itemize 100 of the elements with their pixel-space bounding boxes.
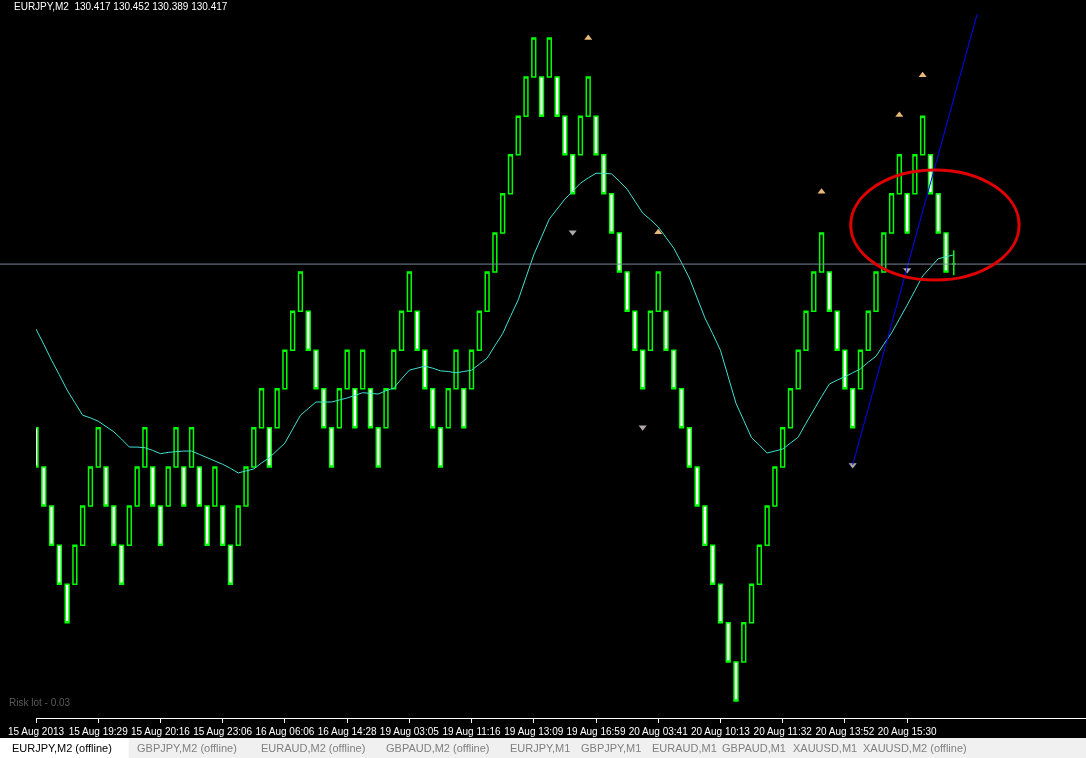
candlestick [577,115,584,156]
candlestick [297,271,304,312]
candlestick [227,544,234,586]
candlestick [943,232,949,273]
candlestick [212,466,218,507]
candlestick [500,193,506,234]
candlestick [585,76,591,117]
text: GBPJPY,M2 (offline) [137,742,237,754]
candlestick [935,193,941,234]
candlestick [258,387,265,429]
candlestick [562,115,568,156]
x-tick-label: 15 Aug 2013 [7,726,65,737]
text: EURAUD,M2 (offline) [261,742,366,754]
candlestick [834,310,840,352]
candlestick [710,544,716,586]
candlestick [538,76,545,117]
candlestick [655,271,661,312]
candlestick [375,427,381,468]
x-tick-label: 20 Aug 10:13 [690,726,751,737]
candlestick [873,271,879,312]
candlestick [671,349,677,390]
candlestick [780,427,786,468]
candlestick [546,37,552,78]
candlestick [181,466,187,507]
candlestick [196,466,202,507]
candlestick [150,466,156,507]
candlestick [920,115,926,156]
candlestick [748,583,755,624]
candlestick [103,466,109,507]
candlestick [321,387,327,429]
candlestick [305,310,311,352]
x-tick-label: 16 Aug 06:06 [255,726,315,737]
candlestick [842,349,848,390]
x-tick-label: 15 Aug 20:16 [130,726,191,737]
candlestick [220,505,226,546]
chart-title: EURJPY,M2 130.417 130.452 130.389 130.417 [14,1,228,12]
candlestick [80,505,86,546]
x-tick-label: 20 Aug 03:41 [628,726,689,737]
candlestick [647,310,654,352]
candlestick [367,387,374,429]
candlestick [204,505,210,546]
x-tick-label: 19 Aug 16:59 [566,726,626,737]
candlestick [601,153,607,195]
candlestick [336,387,342,429]
candlestick [383,387,389,429]
candlestick [235,505,241,546]
candlestick [134,466,140,507]
candlestick [461,387,467,429]
candlestick [741,622,747,663]
candlestick [41,466,47,507]
x-tick-label: 19 Aug 03:05 [379,726,440,737]
x-tick-label: 20 Aug 13:52 [815,726,875,737]
text: GBPAUD,M2 (offline) [386,742,490,754]
candlestick [111,505,117,546]
candlestick [787,387,794,429]
candlestick [640,349,646,390]
candlestick [733,661,739,702]
candlestick [904,193,910,234]
candlestick [445,387,451,429]
x-tick-label: 19 Aug 13:09 [504,726,564,737]
candlestick [725,622,731,663]
point [654,228,663,235]
candlestick [118,544,125,586]
candlestick [64,583,70,624]
candlestick [818,232,825,273]
candlestick [56,544,62,586]
candlestick [398,310,405,352]
candlestick [803,310,809,352]
candlestick [95,427,101,468]
candlestick [173,427,179,468]
candlestick [282,349,288,390]
x-tick-label: 15 Aug 19:29 [68,726,129,737]
candlestick [188,427,195,468]
text: XAUUSD,M2 (offline) [863,742,967,754]
candlestick [756,544,762,586]
candlestick [484,271,490,312]
text: EURJPY,M2 (offline) [12,742,112,754]
candlestick [888,193,895,234]
candlestick [531,37,537,78]
candlestick [850,387,856,429]
candlestick [624,271,630,312]
candlestick [686,427,692,468]
candlestick [951,249,957,277]
candlestick [608,193,615,234]
candlestick [492,232,498,273]
candlestick [523,76,529,117]
x-tick-label: 16 Aug 14:28 [317,726,378,737]
candlestick [157,505,164,546]
candlestick [165,466,171,507]
text: EURAUD,M1 [652,742,717,754]
x-tick-label: 20 Aug 11:32 [753,726,813,737]
candlestick [126,505,132,546]
candlestick [912,153,918,195]
candlestick [274,387,280,429]
text: XAUUSD,M1 [793,742,858,754]
candlestick [414,310,420,352]
candlestick [48,505,55,546]
x-tick-label: 15 Aug 23:06 [193,726,253,737]
candlestick [476,310,482,352]
candlestick [554,76,560,117]
